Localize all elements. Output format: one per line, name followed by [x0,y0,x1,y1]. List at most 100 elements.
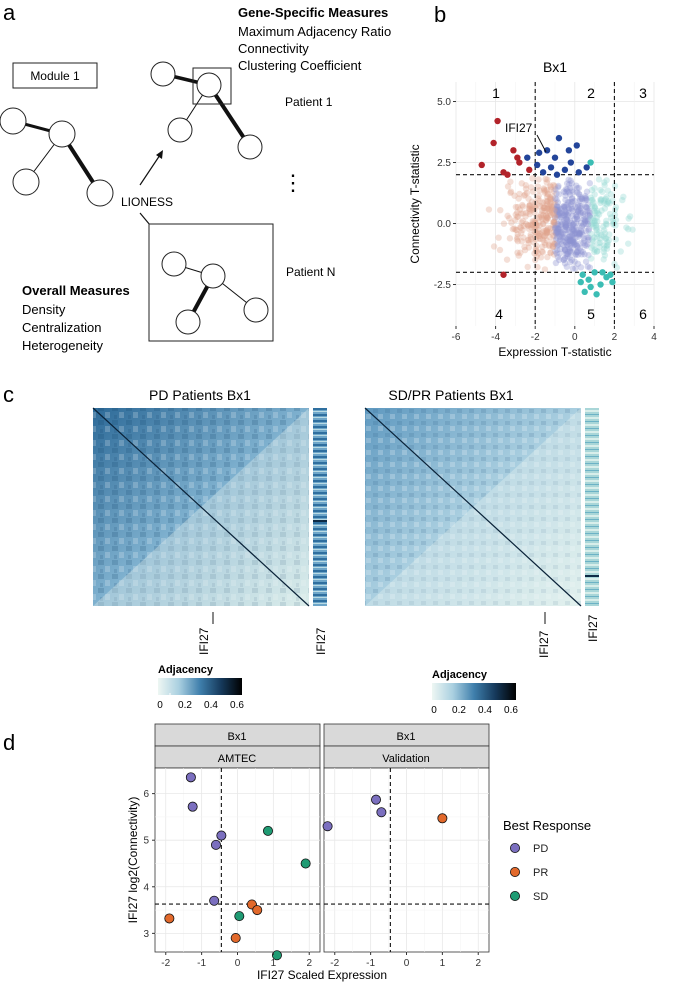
legend-swatch [509,891,520,902]
background-point [546,196,554,204]
background-point [545,241,553,249]
background-point [568,195,575,202]
highlight-point [573,142,580,149]
highlight-point [539,169,547,176]
background-point [573,219,580,227]
background-point [538,207,546,214]
background-point [547,195,554,202]
adjacency-legend-title: Adjacency [158,664,214,676]
background-point [534,183,542,190]
background-point [617,248,624,255]
highlight-point [533,161,541,169]
background-point [569,221,576,229]
facet-strip-bottom: AMTEC [218,753,257,765]
network-node [200,263,226,289]
colorbar-tick-label: 0.6 [230,700,244,711]
y-tick-label: 6 [143,789,149,800]
gene-specific-item: Maximum Adjacency Ratio [238,24,391,39]
background-point [568,180,575,187]
background-point [547,183,555,191]
background-point [561,203,569,211]
background-point [569,231,576,238]
x-tick-label: -4 [491,332,500,343]
background-point [591,184,598,192]
background-point [596,243,603,251]
background-point [575,208,582,215]
panel-label-a: a [3,0,16,25]
background-point [585,227,592,234]
background-point [520,234,527,241]
background-point [526,205,533,213]
background-point [523,209,530,217]
background-point [535,214,543,221]
background-point [544,176,551,183]
background-point [626,213,634,220]
chart-d-ticks: -2 -1 0 1 2 3 4 5 6 -2 -1 0 1 2 [143,789,481,969]
background-point [569,212,576,219]
background-point [568,204,575,211]
background-point [539,232,547,239]
background-point [563,234,570,242]
background-point [544,224,552,232]
background-point [527,184,535,191]
background-point [591,248,598,256]
background-point [582,195,590,202]
background-point [585,201,592,208]
background-point [512,211,519,218]
data-point-pd [322,821,333,832]
data-point-pr [437,813,448,824]
background-point [584,217,591,225]
y-tick-label: 5.0 [437,97,451,108]
background-point [569,236,577,243]
legend-swatch [509,843,520,854]
highlight-point [575,169,582,176]
background-point [582,203,590,211]
background-point [568,225,576,232]
background-point [590,214,597,221]
background-point [558,218,565,225]
network-node [86,179,114,207]
background-point [613,264,621,271]
background-point [549,219,557,226]
background-point [553,230,560,237]
background-point [588,236,596,244]
background-point [526,202,533,209]
background-point [568,239,575,247]
background-point [602,195,609,203]
background-point [607,191,615,198]
background-point [603,221,610,228]
background-point [570,226,577,233]
background-point [572,211,579,219]
background-point [581,242,589,249]
region-label: 5 [587,306,595,322]
side-label-right: IFI27 [586,614,600,642]
highlight-point [593,291,600,298]
background-point [544,191,551,198]
background-point [512,216,519,224]
background-point [570,227,578,234]
background-point [612,236,619,243]
heatmap-right-diagonal [364,407,582,607]
background-point [544,205,551,212]
background-point [546,205,553,213]
background-point [571,229,578,236]
overall-item: Density [22,302,66,317]
background-point [603,201,610,208]
background-point [584,211,592,218]
x-tick-label: 1 [440,958,446,969]
data-point-pd [209,895,220,906]
background-point [547,182,554,189]
background-point [561,246,569,253]
background-point [589,220,596,227]
region-label: 1 [492,85,500,101]
background-point [583,242,590,249]
background-point [611,211,619,219]
background-point [567,201,574,208]
x-tick-label: 1 [271,958,277,969]
background-point [581,210,589,217]
background-point [558,214,565,221]
background-point [611,260,618,268]
background-point [564,253,571,260]
background-point [601,242,608,249]
background-point [537,254,545,261]
